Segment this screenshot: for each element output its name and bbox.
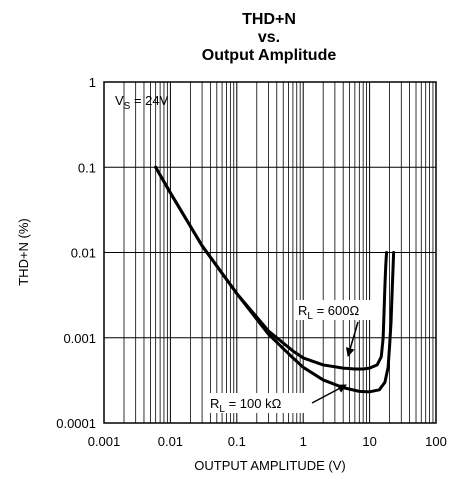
grid: [104, 82, 436, 423]
chart-title-line-1: THD+N: [242, 11, 296, 28]
plot-frame: [103, 81, 437, 424]
series-label-600: RL = 600Ω: [298, 303, 359, 322]
x-axis-label: OUTPUT AMPLITUDE (V): [194, 458, 345, 473]
x-tick-label: 10: [362, 434, 376, 449]
series-layer: [154, 165, 396, 394]
label-bg-600: [294, 300, 382, 320]
y-axis-label: THD+N (%): [16, 218, 31, 286]
x-tick-label: 100: [425, 434, 447, 449]
chart-title-line-3: Output Amplitude: [202, 47, 337, 64]
pointer-arrow-600: [345, 321, 359, 357]
label-bg-100k: [206, 393, 310, 413]
x-tick-label: 0.01: [158, 434, 183, 449]
chart-title-line-2: vs.: [258, 29, 280, 46]
y-tick-label: 0.0001: [56, 416, 96, 431]
y-tick-label: 1: [89, 75, 96, 90]
tick-labels: 0.001 0.01 0.1 1 10 100 1 0.1 0.01 0.001 0.0001: [56, 75, 447, 449]
y-tick-label: 0.1: [78, 160, 96, 175]
series-line-1: [154, 165, 396, 394]
pointer-arrow-100k: [311, 384, 347, 404]
y-tick-label: 0.001: [63, 331, 96, 346]
x-tick-label: 1: [300, 434, 307, 449]
condition-label: VS = 24V: [115, 93, 169, 112]
y-tick-label: 0.01: [71, 246, 96, 261]
x-tick-label: 0.001: [88, 434, 121, 449]
x-tick-label: 0.1: [228, 434, 246, 449]
series-label-100k: RL = 100 kΩ: [210, 396, 282, 415]
